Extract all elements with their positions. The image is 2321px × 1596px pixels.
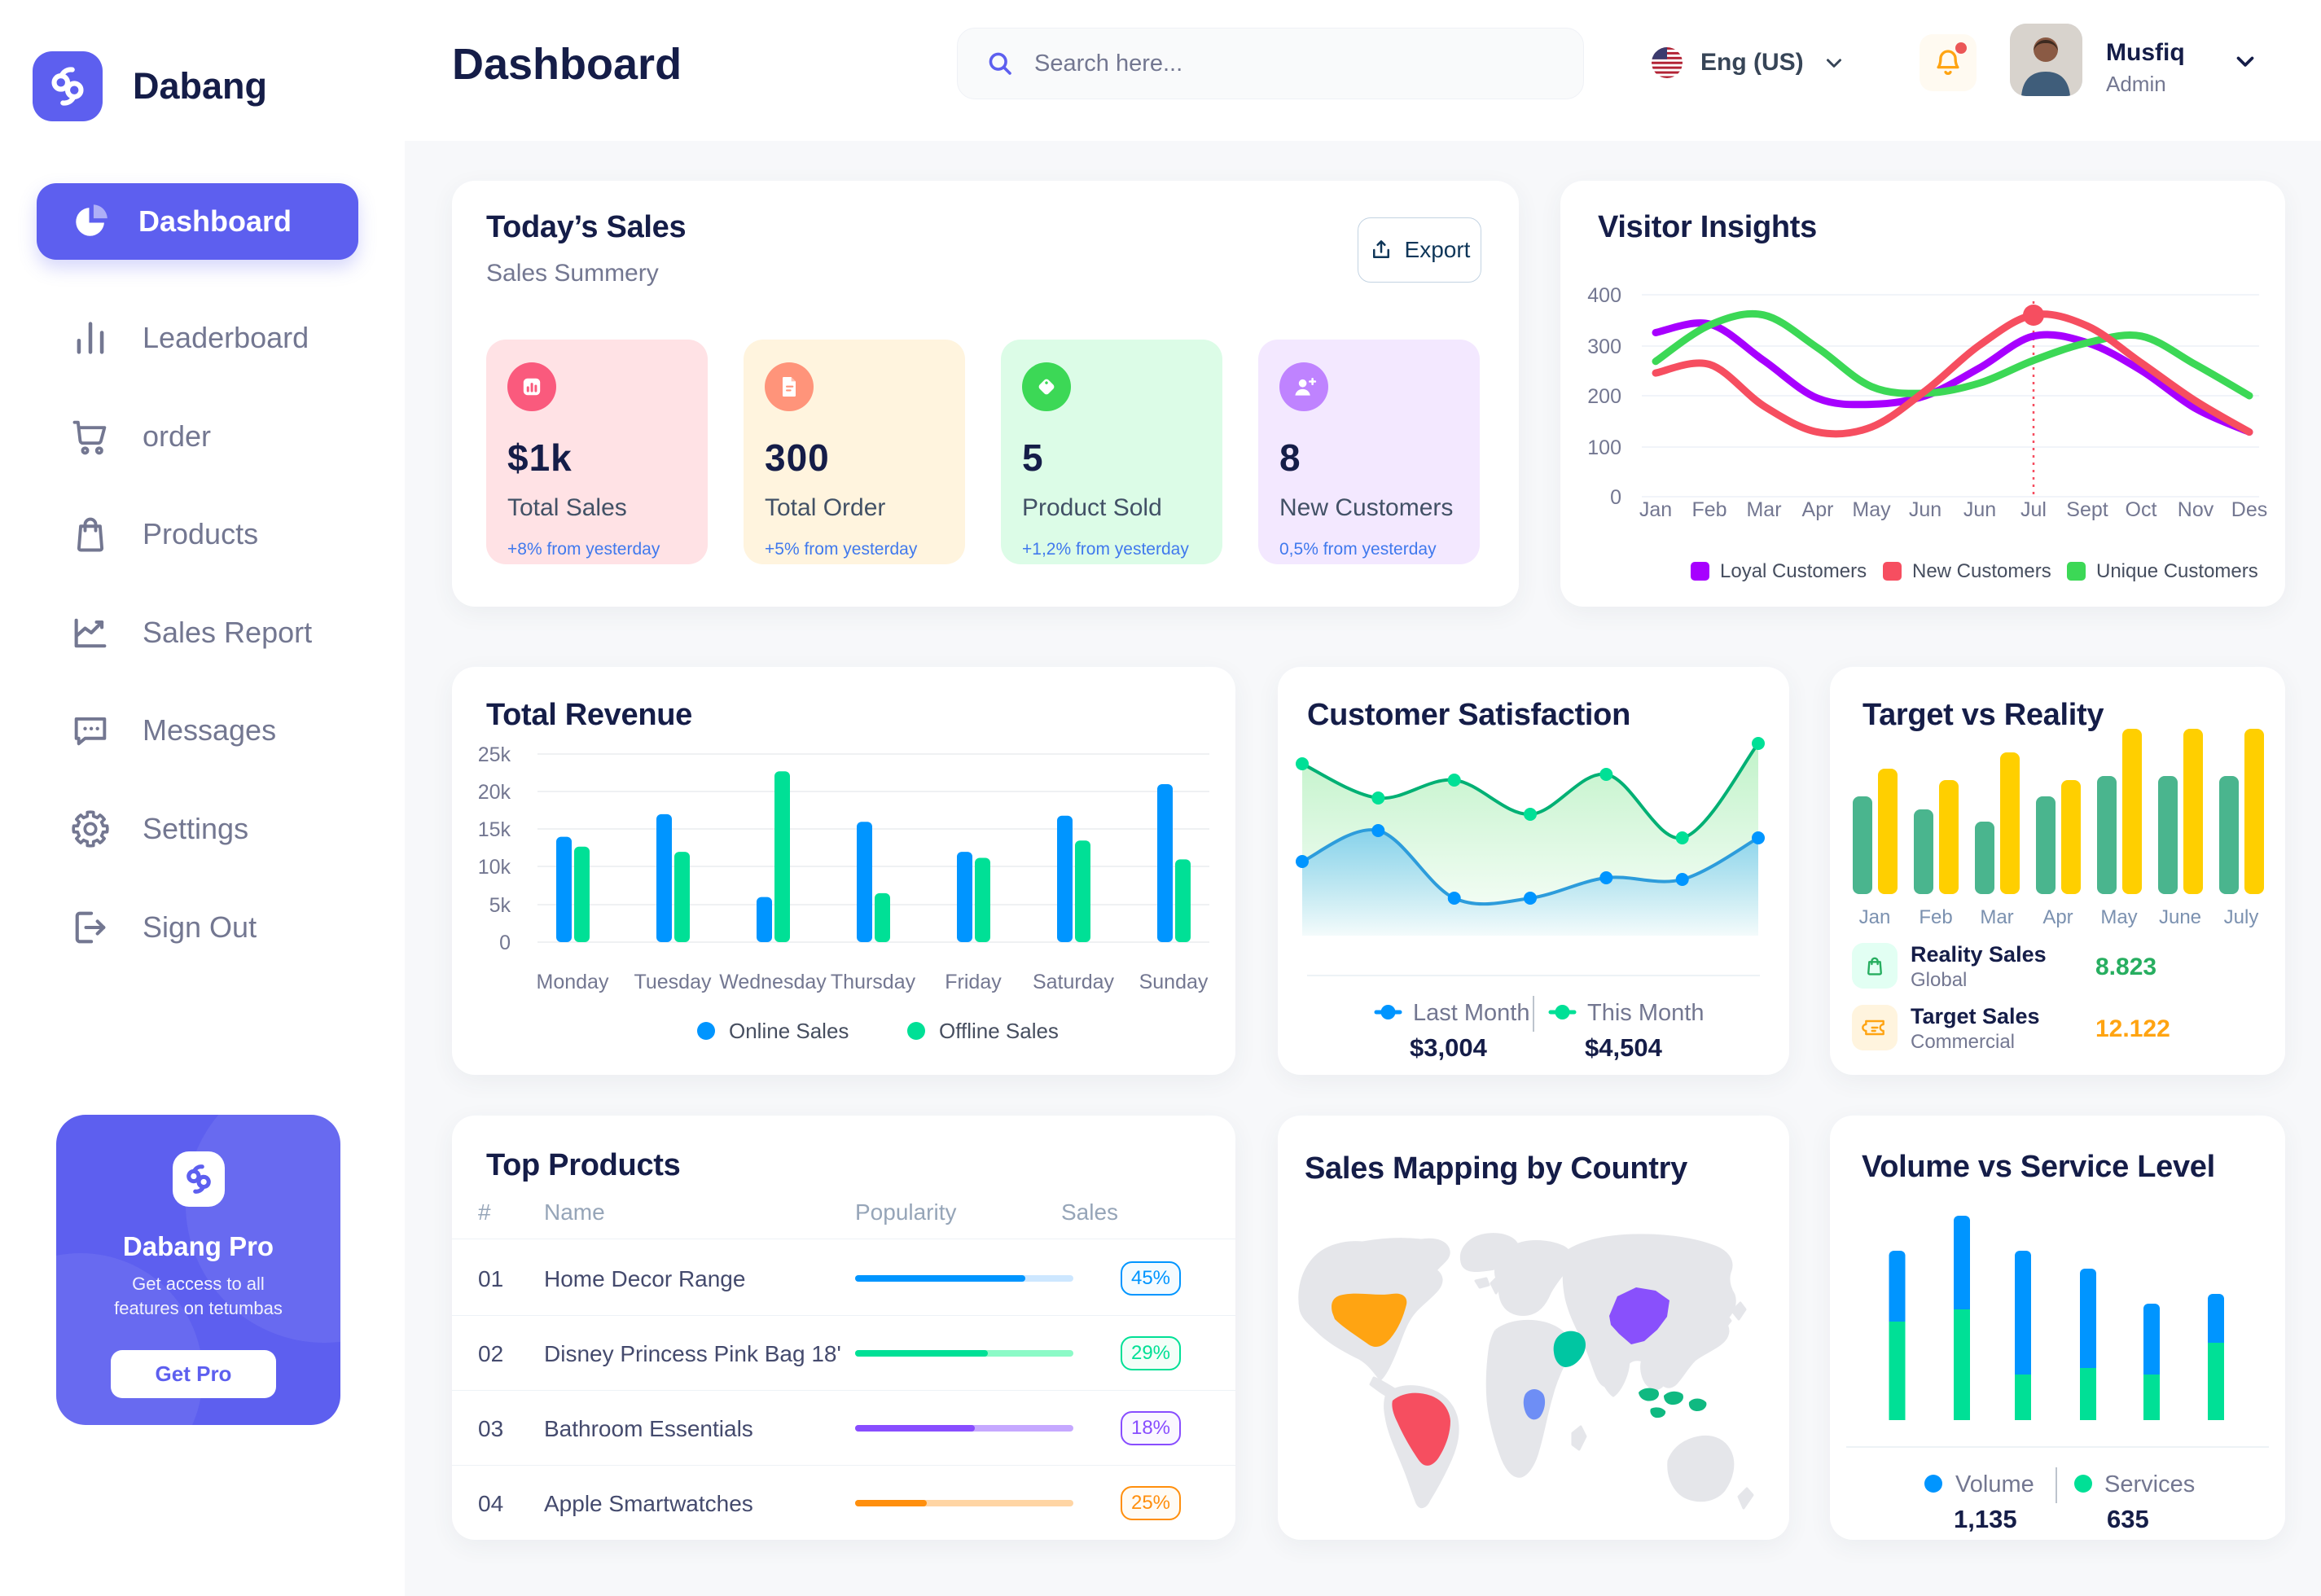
svg-text:Apr: Apr bbox=[2042, 906, 2073, 928]
svg-text:Feb: Feb bbox=[1691, 498, 1726, 521]
svg-text:Commercial: Commercial bbox=[1911, 1031, 2015, 1053]
svg-text:Loyal Customers: Loyal Customers bbox=[1720, 560, 1867, 582]
svg-text:Tuesday: Tuesday bbox=[634, 971, 712, 993]
svg-text:400: 400 bbox=[1587, 284, 1621, 307]
svg-text:25k: 25k bbox=[478, 743, 511, 766]
svg-text:Mar: Mar bbox=[1980, 906, 2013, 928]
svg-text:May: May bbox=[1852, 498, 1891, 521]
svg-text:Last Month: Last Month bbox=[1413, 1000, 1529, 1026]
svg-text:20k: 20k bbox=[478, 781, 511, 804]
svg-text:Volume: Volume bbox=[1955, 1471, 2034, 1497]
svg-text:15k: 15k bbox=[478, 818, 511, 841]
svg-text:Target Sales: Target Sales bbox=[1911, 1004, 2040, 1028]
svg-text:0: 0 bbox=[499, 932, 511, 954]
svg-text:Thursday: Thursday bbox=[831, 971, 916, 993]
svg-text:Monday: Monday bbox=[537, 971, 609, 993]
svg-text:Feb: Feb bbox=[1919, 906, 1952, 928]
svg-text:Des: Des bbox=[2231, 498, 2267, 521]
svg-text:May: May bbox=[2100, 906, 2137, 928]
svg-text:100: 100 bbox=[1587, 436, 1621, 459]
svg-text:Friday: Friday bbox=[945, 971, 1002, 993]
svg-text:$4,504: $4,504 bbox=[1585, 1033, 1663, 1062]
svg-text:1,135: 1,135 bbox=[1954, 1505, 2017, 1533]
svg-text:Offline Sales: Offline Sales bbox=[939, 1019, 1059, 1043]
svg-text:Jun: Jun bbox=[1963, 498, 1996, 521]
svg-text:Jan: Jan bbox=[1859, 906, 1891, 928]
svg-text:Mar: Mar bbox=[1746, 498, 1781, 521]
svg-text:Saturday: Saturday bbox=[1033, 971, 1115, 993]
svg-text:Oct: Oct bbox=[2126, 498, 2157, 521]
svg-text:10k: 10k bbox=[478, 856, 511, 879]
svg-text:Nov: Nov bbox=[2178, 498, 2214, 521]
svg-text:Wednesday: Wednesday bbox=[719, 971, 827, 993]
svg-text:This Month: This Month bbox=[1587, 1000, 1704, 1026]
svg-text:Global: Global bbox=[1911, 969, 1967, 991]
svg-text:Apr: Apr bbox=[1802, 498, 1834, 521]
svg-text:Reality Sales: Reality Sales bbox=[1911, 942, 2047, 967]
svg-text:Services: Services bbox=[2104, 1471, 2195, 1497]
svg-text:Unique Customers: Unique Customers bbox=[2096, 560, 2258, 582]
svg-text:300: 300 bbox=[1587, 335, 1621, 358]
svg-text:June: June bbox=[2159, 906, 2201, 928]
svg-text:200: 200 bbox=[1587, 385, 1621, 408]
svg-text:Jun: Jun bbox=[1909, 498, 1941, 521]
svg-text:Jul: Jul bbox=[2020, 498, 2047, 521]
svg-text:Sunday: Sunday bbox=[1139, 971, 1209, 993]
svg-text:5k: 5k bbox=[489, 894, 511, 917]
svg-text:Online Sales: Online Sales bbox=[729, 1019, 849, 1043]
svg-text:Jan: Jan bbox=[1639, 498, 1672, 521]
svg-text:July: July bbox=[2224, 906, 2259, 928]
svg-text:New Customers: New Customers bbox=[1912, 560, 2051, 582]
svg-text:8.823: 8.823 bbox=[2095, 954, 2156, 980]
svg-text:$3,004: $3,004 bbox=[1410, 1033, 1488, 1062]
svg-text:12.122: 12.122 bbox=[2095, 1015, 2170, 1042]
svg-text:Sept: Sept bbox=[2066, 498, 2108, 521]
svg-text:0: 0 bbox=[1610, 486, 1621, 509]
svg-text:635: 635 bbox=[2107, 1505, 2149, 1533]
